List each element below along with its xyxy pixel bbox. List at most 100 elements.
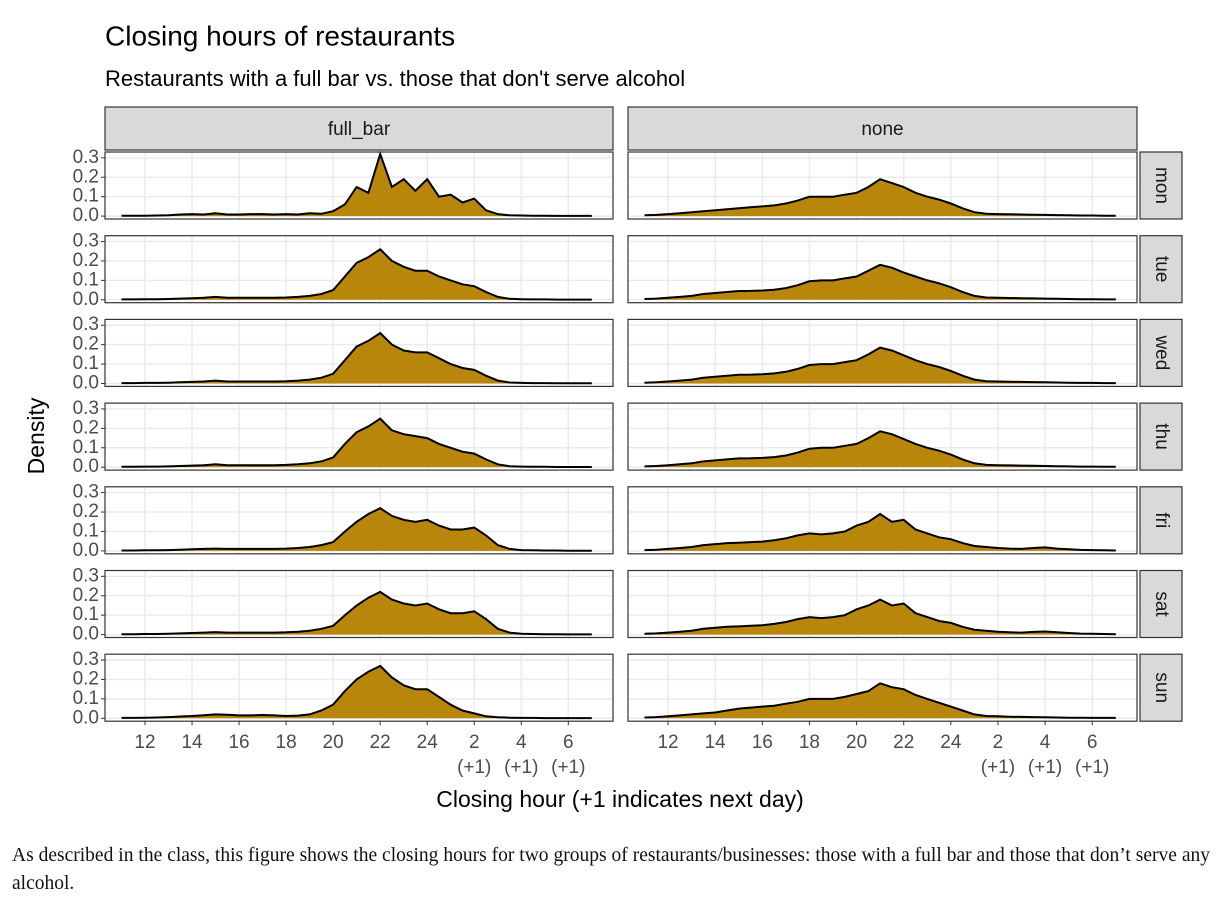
density-line	[121, 590, 592, 636]
facet-strip-label: sun	[1151, 672, 1172, 703]
y-tick-label: 0.3	[73, 314, 99, 335]
y-tick-label: 0.0	[73, 707, 99, 728]
y-tick-label: 0.0	[73, 373, 99, 394]
y-tick-label: 0.3	[73, 565, 99, 586]
facet-strip	[1139, 318, 1183, 387]
y-tick-label: 0.1	[73, 353, 99, 374]
panel-border	[104, 235, 614, 304]
facet-strip-label: none	[861, 119, 903, 140]
x-tick-label: 6 (+1)	[1075, 732, 1110, 779]
x-tick-label: 22	[893, 732, 915, 754]
panel-border	[627, 486, 1138, 555]
density-line	[644, 598, 1116, 636]
facet-strip	[1139, 151, 1183, 220]
density-line	[121, 507, 592, 552]
facet-strip-label: mon	[1151, 167, 1172, 204]
x-tick-label: 14	[181, 732, 203, 754]
facet-strip-label: fri	[1151, 512, 1172, 528]
x-tick-label: 6 (+1)	[551, 732, 586, 779]
y-tick-label: 0.2	[73, 417, 99, 438]
density-line	[644, 346, 1116, 385]
density-line	[644, 178, 1116, 217]
density-line	[121, 150, 592, 217]
x-tick-label: 4 (+1)	[504, 732, 539, 779]
panel-border	[104, 569, 614, 639]
y-tick-label: 0.1	[73, 186, 99, 207]
density-line	[121, 331, 592, 385]
facet-strip	[627, 106, 1138, 151]
facet-strip-label: wed	[1151, 334, 1172, 370]
x-tick-label: 2 (+1)	[457, 732, 492, 779]
y-tick-label: 0.0	[73, 540, 99, 561]
panel-border	[104, 151, 614, 220]
x-tick-label: 20	[322, 732, 344, 754]
y-tick-label: 0.0	[73, 205, 99, 226]
y-tick-label: 0.1	[73, 688, 99, 709]
y-tick-label: 0.2	[73, 501, 99, 522]
panel-border	[104, 318, 614, 387]
x-tick-label: 20	[846, 732, 868, 754]
y-tick-label: 0.1	[73, 437, 99, 458]
density-line	[644, 430, 1116, 468]
y-tick-label: 0.2	[73, 166, 99, 187]
panel-border	[104, 653, 614, 722]
panel-border	[627, 402, 1138, 471]
x-tick-label: 2 (+1)	[980, 732, 1016, 779]
chart-title: Closing hours of restaurants	[105, 20, 455, 51]
chart: Closing hours of restaurants Restaurants…	[23, 20, 1183, 812]
facet-strip	[1139, 653, 1183, 722]
y-tick-label: 0.0	[73, 456, 99, 477]
facet-strip-label: sat	[1151, 591, 1172, 617]
x-axis-title: Closing hour (+1 indicates next day)	[436, 786, 804, 812]
x-tick-label: 16	[751, 732, 773, 754]
facet-strip	[1139, 486, 1183, 555]
facet-strip	[1139, 569, 1183, 639]
facet-strip-label: full_bar	[328, 119, 391, 140]
y-tick-label: 0.3	[73, 231, 99, 252]
x-tick-label: 24	[416, 732, 438, 754]
facet-strip	[104, 106, 614, 151]
facet-strip	[1139, 235, 1183, 304]
density-area	[121, 418, 592, 468]
y-axis-title: Density	[23, 397, 49, 474]
y-tick-label: 0.0	[73, 289, 99, 310]
x-tick-label: 12	[657, 732, 679, 754]
y-tick-label: 0.2	[73, 668, 99, 689]
density-line	[644, 682, 1116, 719]
density-area	[644, 683, 1116, 719]
x-tick-label: 18	[275, 732, 297, 754]
x-tick-label: 4 (+1)	[1027, 732, 1063, 779]
facet-strip	[1139, 402, 1183, 471]
density-line	[644, 263, 1116, 301]
y-tick-label: 0.2	[73, 585, 99, 606]
density-area	[121, 665, 592, 719]
x-tick-label: 12	[134, 732, 156, 754]
panel-border	[104, 402, 614, 471]
y-tick-label: 0.3	[73, 147, 99, 168]
density-line	[121, 248, 592, 301]
density-area	[121, 153, 592, 217]
y-tick-label: 0.1	[73, 604, 99, 625]
panel-border	[627, 235, 1138, 304]
y-tick-label: 0.2	[73, 334, 99, 355]
density-area	[121, 508, 592, 551]
panel-border	[627, 318, 1138, 387]
density-line	[644, 512, 1116, 552]
y-tick-label: 0.2	[73, 250, 99, 271]
panel-border	[627, 151, 1138, 220]
x-tick-label: 14	[704, 732, 726, 754]
panel-border	[627, 569, 1138, 639]
density-area	[121, 591, 592, 635]
y-tick-label: 0.3	[73, 482, 99, 503]
y-tick-label: 0.3	[73, 398, 99, 419]
x-tick-label: 16	[228, 732, 250, 754]
y-tick-label: 0.0	[73, 624, 99, 645]
y-tick-label: 0.3	[73, 649, 99, 670]
chart-subtitle: Restaurants with a full bar vs. those th…	[105, 66, 685, 91]
density-line	[121, 664, 592, 720]
y-tick-label: 0.1	[73, 269, 99, 290]
y-tick-label: 0.1	[73, 520, 99, 541]
caption: As described in the class, this figure s…	[12, 845, 1210, 894]
x-tick-label: 24	[940, 732, 962, 754]
